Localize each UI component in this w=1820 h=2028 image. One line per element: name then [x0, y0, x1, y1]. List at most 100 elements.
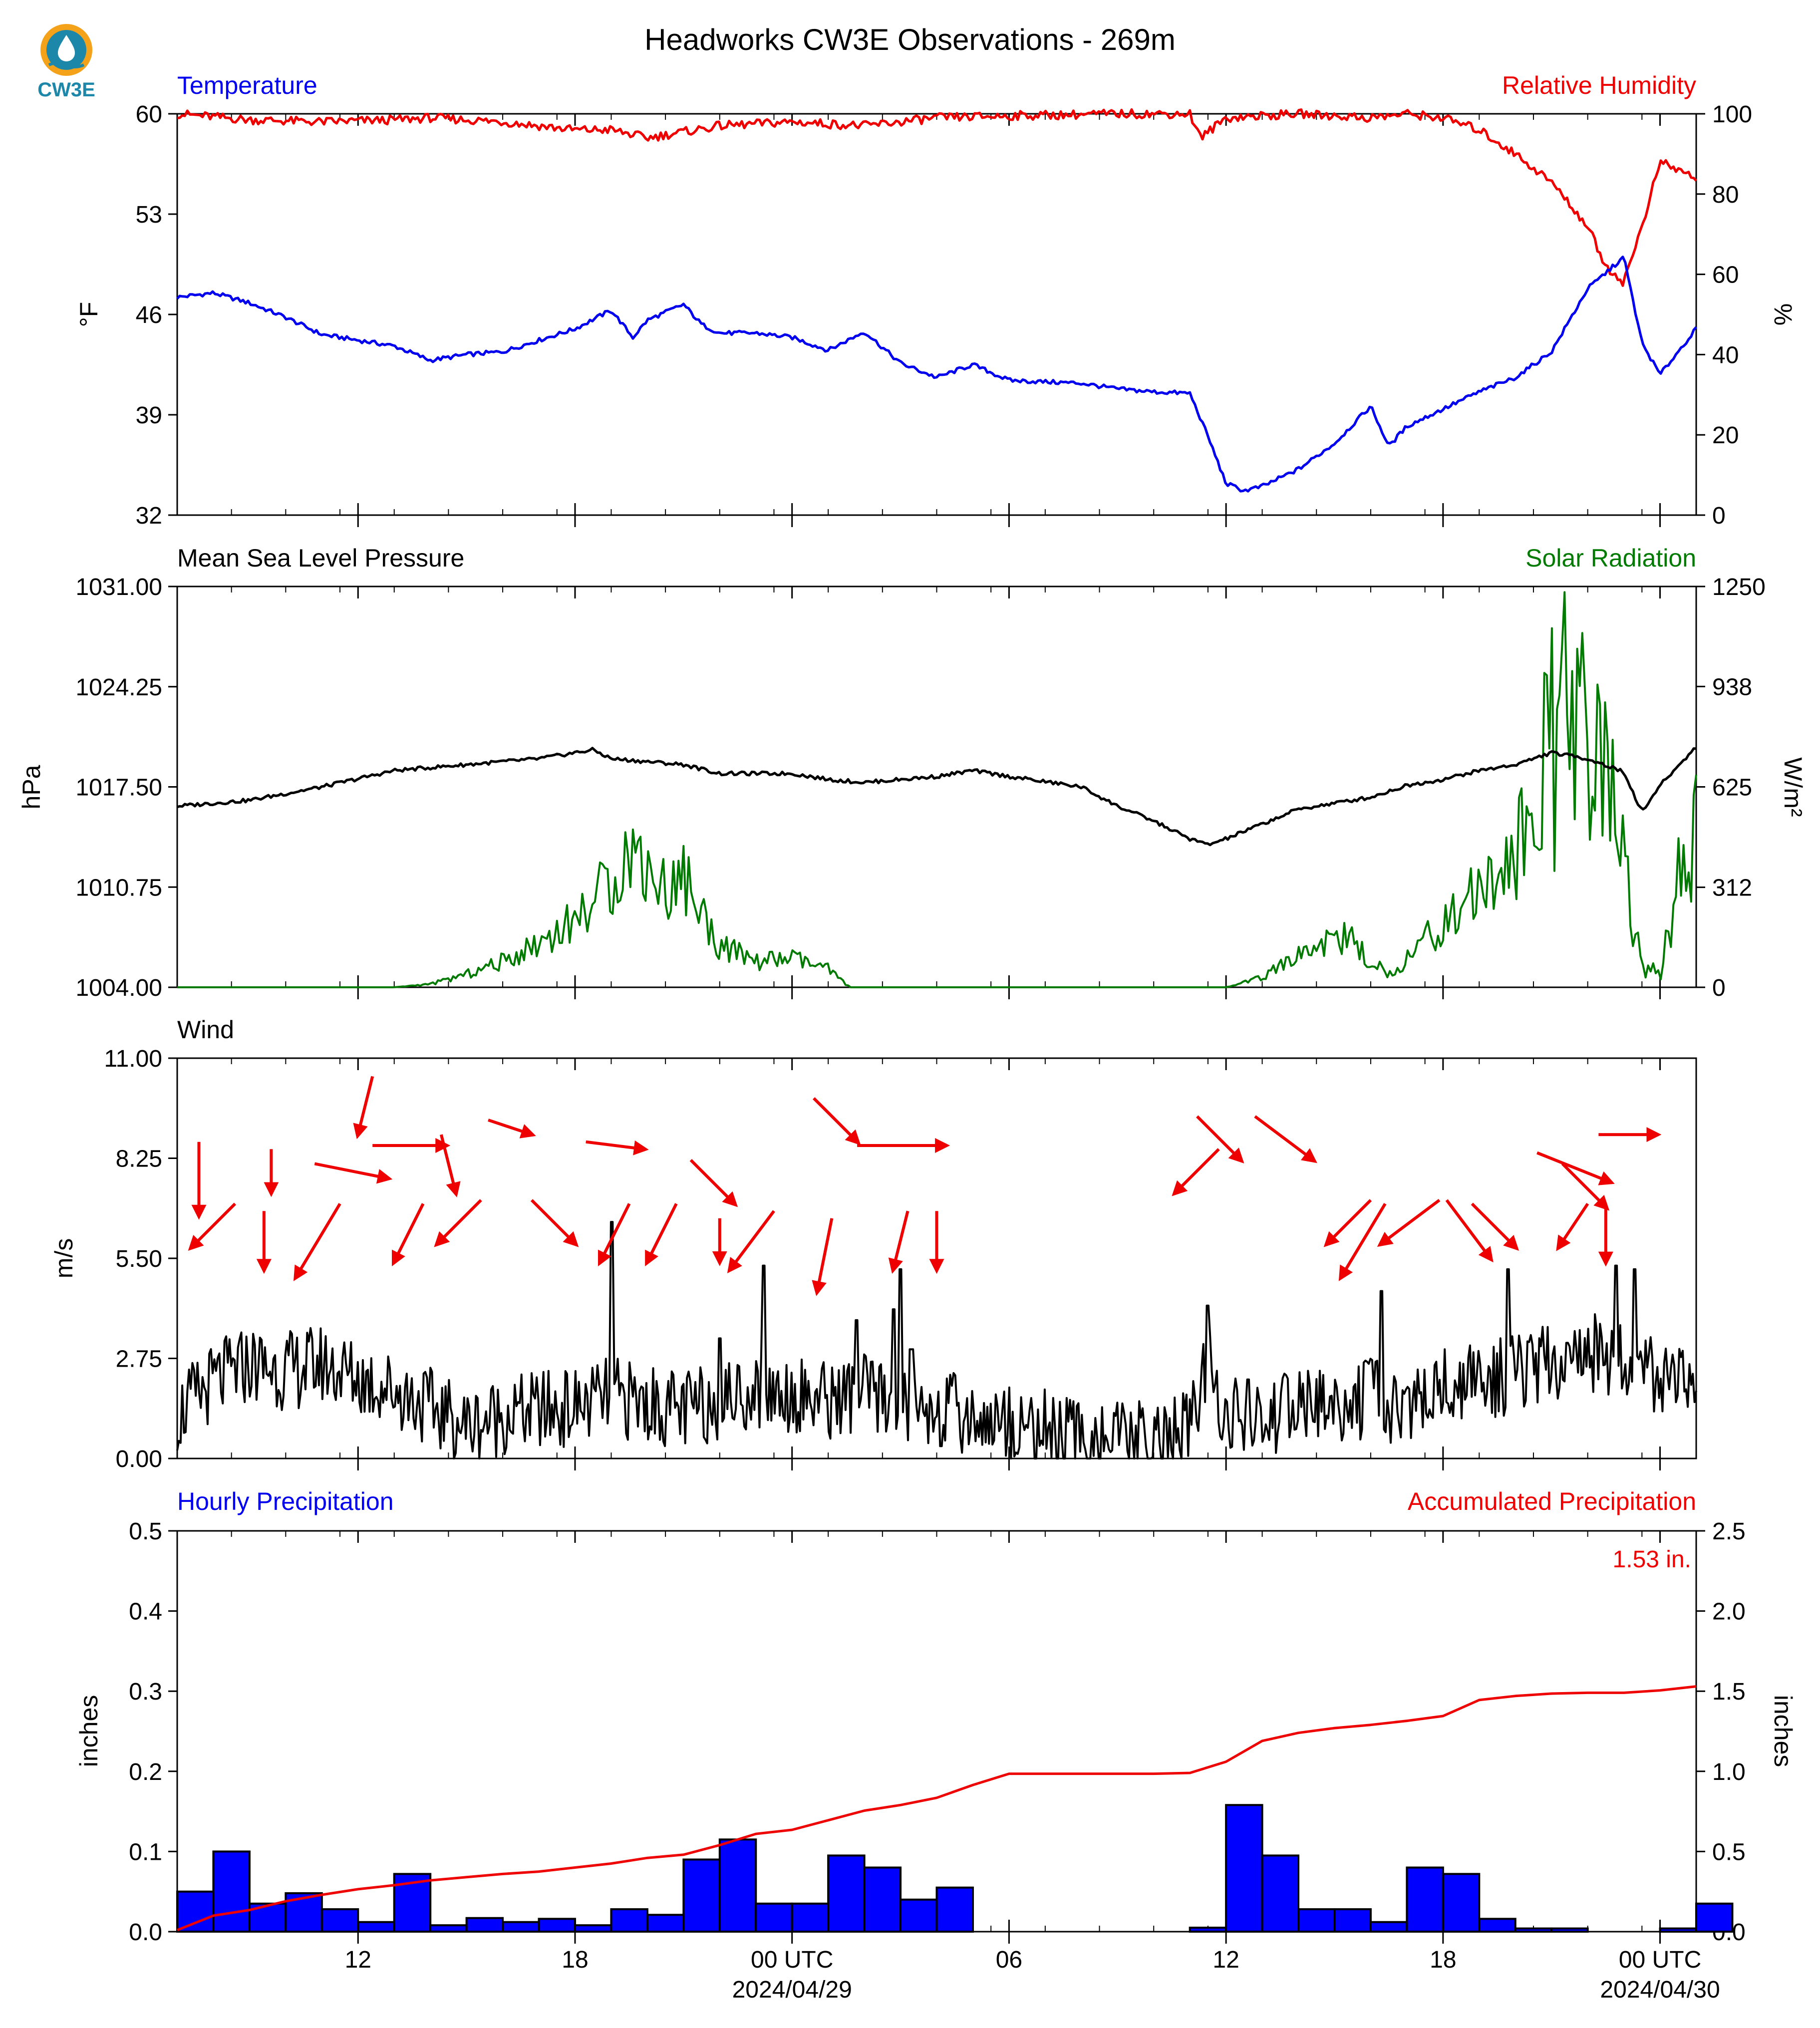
pressure-axis-tick-label: 1004.00 — [75, 975, 162, 1001]
wind-unit: m/s — [50, 1238, 78, 1279]
humidity-axis-tick-label: 60 — [1712, 262, 1739, 289]
hourly-precip-bar — [718, 1838, 757, 1933]
x-tick-label: 06 — [996, 1947, 1022, 1973]
hourly-precip-bar — [465, 1917, 504, 1933]
humidity-axis-tick-label: 100 — [1712, 101, 1752, 128]
hourly-precip-bar — [755, 1902, 793, 1933]
solar-axis-tick-label: 938 — [1712, 674, 1752, 700]
solar-axis-tick-label: 625 — [1712, 775, 1752, 801]
temperature-axis-tick-label: 46 — [136, 302, 162, 328]
hourly-precip-bar — [1550, 1927, 1589, 1933]
wind-direction-arrow — [1377, 1198, 1441, 1247]
hourly-precip-bar — [1369, 1921, 1408, 1933]
hourly-precip-axis-tick-label: 0.4 — [129, 1599, 162, 1625]
wind-direction-arrow — [1323, 1199, 1372, 1247]
accum-precip-axis-tick-label: 2.5 — [1712, 1518, 1746, 1545]
x-tick-label: 00 UTC — [1619, 1947, 1701, 1973]
wind-label: Wind — [177, 1016, 234, 1044]
hourly-precip-bar — [1333, 1908, 1372, 1933]
accum-precip-axis-tick-label: 1.5 — [1712, 1679, 1746, 1705]
wind-direction-arrow — [434, 1199, 482, 1247]
temperature-axis-tick-label: 60 — [136, 101, 162, 128]
panel-1-frame — [176, 113, 1697, 516]
hourly-precip-bar — [574, 1924, 612, 1933]
x-date-label: 2024/04/29 — [732, 1977, 852, 2003]
wind-axis-tick-label: 11.00 — [104, 1046, 162, 1072]
chart-title: Headworks CW3E Observations - 269m — [644, 23, 1176, 56]
accum-precip-axis-tick-label: 1.0 — [1712, 1759, 1746, 1785]
hourly-precip-bar — [429, 1924, 468, 1933]
wind-direction-arrow — [727, 1210, 775, 1274]
temperature-axis-tick-label: 53 — [136, 202, 162, 228]
hourly-precip-axis-tick-label: 0.0 — [129, 1919, 162, 1946]
hourly-precip-bar — [1442, 1873, 1481, 1933]
x-tick-label: 12 — [1213, 1947, 1239, 1973]
hourly-precip-axis-tick-label: 0.5 — [129, 1518, 162, 1545]
wind-direction-arrow — [353, 1076, 374, 1140]
hourly-precip-bar — [1514, 1927, 1553, 1933]
solar-axis-tick-label: 312 — [1712, 875, 1752, 901]
wind-direction-arrow — [293, 1203, 341, 1281]
hourly-precip-bar — [1478, 1918, 1517, 1933]
solar-line — [177, 591, 1697, 988]
temperature-axis-tick-label: 39 — [136, 402, 162, 429]
humidity-label: Relative Humidity — [1502, 71, 1696, 99]
pressure-axis-tick-label: 1017.50 — [75, 775, 162, 801]
hourly-precip-bar — [1406, 1866, 1444, 1933]
hourly-precip-bar — [682, 1858, 721, 1933]
hourly-precip-bar — [502, 1921, 540, 1933]
humidity-axis-tick-label: 0 — [1712, 503, 1726, 529]
accum-precip-unit: inches — [1769, 1695, 1797, 1767]
wind-axis-tick-label: 2.75 — [116, 1346, 162, 1373]
pressure-label: Mean Sea Level Pressure — [177, 544, 464, 572]
wind-direction-arrow — [530, 1199, 579, 1247]
hourly-precip-bar — [1189, 1926, 1227, 1933]
x-date-label: 2024/04/30 — [1600, 1977, 1720, 2003]
wind-axis-tick-label: 5.50 — [116, 1246, 162, 1272]
humidity-line — [177, 108, 1697, 287]
hourly-precip-axis-tick-label: 0.1 — [129, 1839, 162, 1865]
solar-label: Solar Radiation — [1525, 544, 1696, 572]
hourly-precip-bar — [212, 1850, 251, 1933]
hourly-precip-axis-tick-label: 0.2 — [129, 1759, 162, 1785]
logo-text: CW3E — [37, 79, 95, 101]
hourly-precip-bar — [827, 1854, 866, 1933]
panel-4-frame — [176, 1530, 1697, 1933]
wind-direction-arrow — [689, 1159, 738, 1207]
wind-axis-tick-label: 0.00 — [116, 1446, 162, 1472]
wind-direction-arrow — [314, 1162, 393, 1184]
x-tick-label: 00 UTC — [751, 1947, 833, 1973]
temperature-label: Temperature — [177, 71, 317, 99]
hourly-precip-bar — [1225, 1804, 1263, 1933]
wind-direction-arrow — [439, 1134, 461, 1197]
accum-precip-axis-tick-label: 2.0 — [1712, 1599, 1746, 1625]
hourly-precip-bar — [538, 1918, 576, 1933]
temperature-axis-tick-label: 32 — [136, 503, 162, 529]
wind-direction-arrow — [1556, 1202, 1589, 1251]
panel-2-frame — [176, 585, 1697, 988]
pressure-axis-tick-label: 1024.25 — [75, 674, 162, 701]
hourly-precip-bar — [1261, 1854, 1300, 1933]
pressure-axis-tick-label: 1010.75 — [75, 874, 162, 901]
solar-axis-tick-label: 0 — [1712, 975, 1726, 1001]
hourly-precip-bar — [320, 1908, 359, 1933]
wind-speed-line — [176, 1221, 1697, 1459]
total-precip-label: 1.53 in. — [1613, 1546, 1691, 1573]
hourly-precip-bar — [900, 1898, 938, 1933]
wind-direction-arrow — [391, 1203, 425, 1267]
hourly-precip-bar — [1297, 1908, 1336, 1933]
x-tick-label: 12 — [345, 1947, 371, 1973]
humidity-axis-tick-label: 40 — [1712, 342, 1739, 368]
cw3e-logo-icon — [40, 24, 92, 76]
wind-direction-arrow — [1471, 1202, 1519, 1251]
x-tick-label: 18 — [1430, 1947, 1456, 1973]
hourly-precip-label: Hourly Precipitation — [177, 1487, 394, 1515]
wind-direction-arrow — [1338, 1203, 1387, 1281]
wind-direction-arrow — [188, 1202, 237, 1251]
wind-direction-arrow — [812, 1218, 834, 1296]
hourly-precip-bar — [176, 1890, 215, 1933]
wind-direction-arrow — [488, 1119, 536, 1139]
wind-direction-arrow — [586, 1140, 649, 1156]
accum-precip-line — [177, 1685, 1697, 1932]
